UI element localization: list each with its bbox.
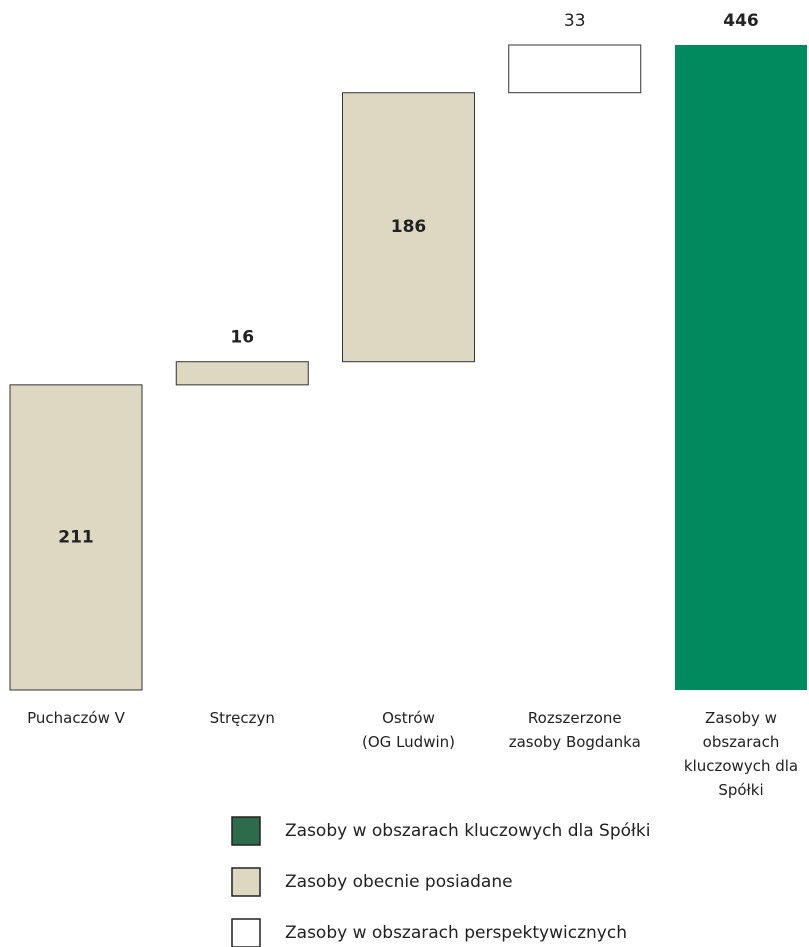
bar bbox=[508, 44, 642, 94]
data-label: 33 bbox=[564, 11, 586, 31]
legend-label: Zasoby obecnie posiadane bbox=[285, 872, 513, 892]
data-label: 186 bbox=[391, 217, 427, 237]
legend-swatch bbox=[231, 816, 261, 846]
bar bbox=[9, 384, 143, 691]
bar bbox=[675, 45, 807, 690]
legend-label: Zasoby w obszarach kluczowych dla Spółki bbox=[285, 821, 650, 841]
data-label: 211 bbox=[58, 527, 94, 547]
data-label: 446 bbox=[723, 11, 759, 31]
bar bbox=[342, 92, 475, 363]
legend-swatch bbox=[231, 918, 261, 947]
x-tick-label: Zasoby w obszarach kluczowych dla Spółki bbox=[684, 709, 798, 799]
legend-swatch bbox=[231, 867, 261, 897]
x-tick-label: Ostrów (OG Ludwin) bbox=[362, 709, 455, 751]
x-tick-label: Puchaczów V bbox=[27, 709, 126, 727]
legend-label: Zasoby w obszarach perspektywicznych bbox=[285, 923, 627, 943]
x-tick-label: Rozszerzone zasoby Bogdanka bbox=[509, 709, 641, 751]
x-tick-label: Stręczyn bbox=[210, 709, 275, 727]
bar bbox=[175, 361, 309, 386]
data-label: 16 bbox=[230, 328, 254, 348]
